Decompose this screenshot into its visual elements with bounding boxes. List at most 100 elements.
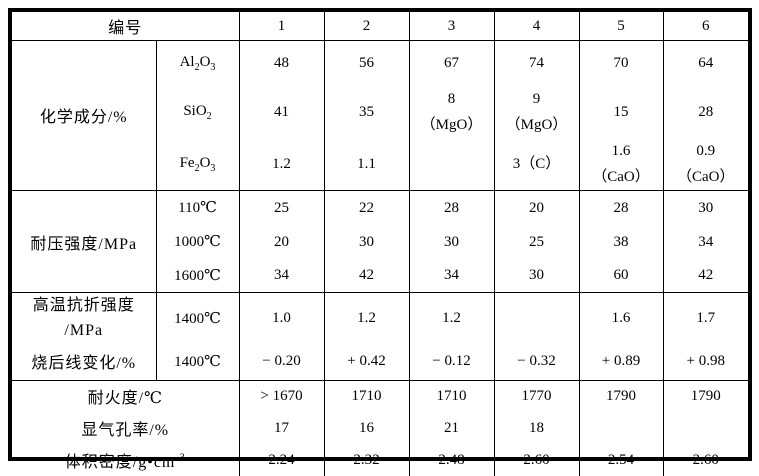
value-cell: 42 bbox=[662, 258, 749, 293]
table-row-flexural: 高温抗折强度 /MPa 1400℃ 1.0 1.2 1.2 1.6 1.7 bbox=[12, 292, 749, 343]
value-cell: 34 bbox=[662, 224, 749, 259]
col-header-3: 3 bbox=[408, 12, 495, 40]
value-cell: 20 bbox=[493, 190, 580, 225]
value-cell: − 0.20 bbox=[238, 343, 325, 380]
value-cell: 1.1 bbox=[323, 138, 410, 191]
table-row-comp-110: 耐压强度/MPa 110℃ 25 22 28 20 28 30 bbox=[12, 190, 749, 293]
table-row-refractoriness: 耐火度/℃ > 1670 1710 1710 1770 1790 1790 bbox=[12, 379, 749, 412]
table-row-density: 体积密度/g•cm-3 2.24 2.32 2.48 2.60 2.54 2.6… bbox=[12, 444, 749, 476]
value-cell: 1710 bbox=[408, 379, 495, 412]
value-cell: 2.54 bbox=[578, 444, 664, 476]
value-cell: 38 bbox=[578, 224, 664, 259]
chemical-section-label: 化学成分/% bbox=[12, 39, 156, 191]
temp-label: 1600℃ bbox=[155, 258, 240, 293]
value-cell: 28 bbox=[578, 190, 664, 225]
flexural-section-label: 高温抗折强度 /MPa bbox=[12, 292, 156, 343]
table-row-comp-1000: 1000℃ 20 30 30 25 38 34 bbox=[12, 224, 749, 259]
value-cell: 1770 bbox=[493, 379, 580, 412]
value-cell: 34 bbox=[408, 258, 495, 293]
value-cell: + 0.42 bbox=[323, 343, 410, 380]
table-row-sio2: SiO2 41 35 8 （MgO） 9 （MgO） 15 28 bbox=[12, 86, 749, 138]
formula-fe2o3: Fe2O3 bbox=[155, 138, 240, 191]
value-cell: 28 bbox=[408, 190, 495, 225]
value-cell: 35 bbox=[323, 86, 410, 138]
value-cell: 1.7 bbox=[662, 292, 749, 343]
value-cell: 1.2 bbox=[238, 138, 325, 191]
value-cell: > 1670 bbox=[238, 379, 325, 412]
table-row-comp-1600: 1600℃ 34 42 34 30 60 42 bbox=[12, 258, 749, 293]
value-cell bbox=[408, 138, 495, 191]
value-cell: 28 bbox=[662, 86, 749, 138]
value-cell: 17 bbox=[238, 412, 325, 444]
value-cell: 20 bbox=[238, 224, 325, 259]
table-frame: 编号 1 2 3 4 5 6 化学成分/% Al2O3 48 56 67 74 … bbox=[8, 8, 752, 476]
temp-label: 110℃ bbox=[155, 190, 240, 225]
refractoriness-label: 耐火度/℃ bbox=[12, 379, 240, 412]
value-cell: 15 bbox=[578, 86, 664, 138]
temp-label: 1400℃ bbox=[155, 343, 240, 380]
value-cell: 30 bbox=[323, 224, 410, 259]
table-row-fe2o3: Fe2O3 1.2 1.1 3（C） 1.6 （CaO） 0.9 （CaO） bbox=[12, 138, 749, 191]
value-cell: 22 bbox=[323, 190, 410, 225]
value-cell: − 0.12 bbox=[408, 343, 495, 380]
value-cell: 41 bbox=[238, 86, 325, 138]
value-cell: 25 bbox=[238, 190, 325, 225]
value-cell: 2.48 bbox=[408, 444, 495, 476]
value-cell: + 0.89 bbox=[578, 343, 664, 380]
table-row-linear-change: 烧后线变化/% 1400℃ − 0.20 + 0.42 − 0.12 − 0.3… bbox=[12, 343, 749, 380]
col-header-4: 4 bbox=[493, 12, 580, 40]
value-cell: 74 bbox=[493, 39, 580, 86]
temp-label: 1000℃ bbox=[155, 224, 240, 259]
value-cell: 30 bbox=[662, 190, 749, 225]
value-cell bbox=[662, 412, 749, 444]
value-cell: 70 bbox=[578, 39, 664, 86]
refractory-properties-table: 编号 1 2 3 4 5 6 化学成分/% Al2O3 48 56 67 74 … bbox=[12, 12, 749, 476]
col-header-6: 6 bbox=[662, 12, 749, 40]
compressive-section-label: 耐压强度/MPa bbox=[12, 190, 156, 293]
formula-al2o3: Al2O3 bbox=[155, 39, 240, 86]
value-cell: 56 bbox=[323, 39, 410, 86]
value-cell: 1.6 bbox=[578, 292, 664, 343]
value-cell: 2.32 bbox=[323, 444, 410, 476]
value-cell: 25 bbox=[493, 224, 580, 259]
linear-change-label: 烧后线变化/% bbox=[31, 355, 137, 373]
value-cell: 2.60 bbox=[662, 444, 749, 476]
value-cell: 30 bbox=[493, 258, 580, 293]
value-cell: 48 bbox=[238, 39, 325, 86]
value-cell: 60 bbox=[578, 258, 664, 293]
header-row: 编号 1 2 3 4 5 6 bbox=[12, 12, 749, 40]
col-header-5: 5 bbox=[578, 12, 664, 40]
value-cell: 18 bbox=[493, 412, 580, 444]
value-cell: 16 bbox=[323, 412, 410, 444]
value-cell: 64 bbox=[662, 39, 749, 86]
value-cell bbox=[578, 412, 664, 444]
value-cell: 21 bbox=[408, 412, 495, 444]
value-cell: 1790 bbox=[662, 379, 749, 412]
value-cell: 30 bbox=[408, 224, 495, 259]
value-cell: 67 bbox=[408, 39, 495, 86]
value-cell: 34 bbox=[238, 258, 325, 293]
col-header-2: 2 bbox=[323, 12, 410, 40]
value-cell: 1710 bbox=[323, 379, 410, 412]
table-row-al2o3: 化学成分/% Al2O3 48 56 67 74 70 64 bbox=[12, 39, 749, 191]
value-cell: 8 （MgO） bbox=[408, 86, 495, 138]
header-id-label: 编号 bbox=[108, 19, 143, 37]
value-cell: 1790 bbox=[578, 379, 664, 412]
value-cell: 9 （MgO） bbox=[493, 86, 580, 138]
temp-label: 1400℃ bbox=[155, 292, 240, 343]
value-cell: 2.24 bbox=[238, 444, 325, 476]
value-cell bbox=[493, 292, 580, 343]
value-cell: 0.9 （CaO） bbox=[662, 138, 749, 191]
value-cell: 1.2 bbox=[323, 292, 410, 343]
density-label: 体积密度/g•cm-3 bbox=[64, 452, 186, 471]
value-cell: 1.2 bbox=[408, 292, 495, 343]
table-row-porosity: 显气孔率/% 17 16 21 18 bbox=[12, 412, 749, 444]
porosity-label: 显气孔率/% bbox=[81, 422, 170, 439]
value-cell: − 0.32 bbox=[493, 343, 580, 380]
value-cell: 3（C） bbox=[493, 138, 580, 191]
col-header-1: 1 bbox=[238, 12, 325, 40]
value-cell: 1.0 bbox=[238, 292, 325, 343]
value-cell: 42 bbox=[323, 258, 410, 293]
value-cell: + 0.98 bbox=[662, 343, 749, 380]
